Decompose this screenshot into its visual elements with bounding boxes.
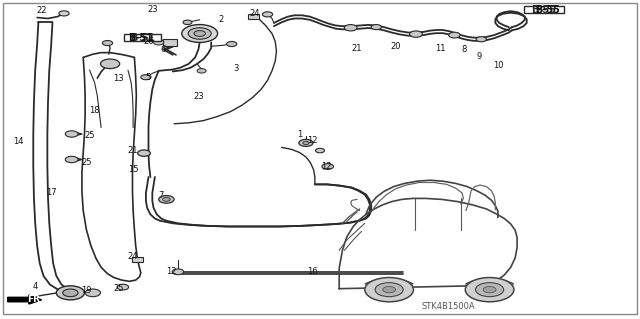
Circle shape [476,283,504,297]
Text: 25: 25 [113,284,124,293]
Circle shape [227,41,237,47]
Circle shape [65,156,78,163]
Circle shape [194,31,205,36]
Circle shape [65,131,78,137]
Polygon shape [8,295,42,304]
Text: B-51: B-51 [130,33,154,43]
Circle shape [344,25,357,31]
Text: 21: 21 [128,146,138,155]
Text: 20: 20 [390,42,401,51]
Circle shape [197,69,206,73]
Text: 6: 6 [161,45,166,54]
Circle shape [85,289,100,297]
FancyBboxPatch shape [3,3,637,314]
Text: 5: 5 [146,73,151,82]
FancyBboxPatch shape [524,6,564,13]
Circle shape [188,28,211,39]
Circle shape [154,40,164,45]
Circle shape [322,164,333,169]
Circle shape [59,11,69,16]
Text: B-51: B-51 [129,33,153,43]
Text: 12: 12 [321,162,332,171]
Circle shape [159,196,174,203]
Circle shape [303,141,309,145]
Circle shape [483,286,496,293]
Text: 7: 7 [159,191,164,200]
Circle shape [465,278,514,302]
FancyBboxPatch shape [124,34,161,41]
Text: B-55: B-55 [535,5,559,15]
Text: 24: 24 [128,252,138,261]
Circle shape [63,289,78,297]
Circle shape [371,25,381,30]
Circle shape [172,269,184,275]
Text: B-55: B-55 [532,4,556,15]
Circle shape [476,37,486,42]
Text: 10: 10 [493,61,503,70]
Text: 25: 25 [84,131,95,140]
Circle shape [102,41,113,46]
Text: 15: 15 [128,165,138,174]
FancyBboxPatch shape [163,39,177,46]
Text: 26: 26 [143,37,154,46]
Text: 12: 12 [166,267,177,276]
Circle shape [410,31,422,37]
Circle shape [449,32,460,38]
Text: 8: 8 [461,45,467,54]
Circle shape [383,286,396,293]
Circle shape [262,12,273,17]
Text: 3: 3 [233,64,238,73]
Text: 11: 11 [435,44,445,53]
Circle shape [117,284,129,290]
Circle shape [365,278,413,302]
Text: 23: 23 [193,92,204,101]
Circle shape [100,59,120,69]
Circle shape [299,139,313,146]
Text: 18: 18 [90,106,100,115]
Text: 21: 21 [352,44,362,53]
Text: 19: 19 [81,286,92,295]
Text: 24: 24 [250,9,260,18]
Text: 22: 22 [36,6,47,15]
Text: 16: 16 [307,267,317,276]
Circle shape [375,283,403,297]
Circle shape [183,20,192,25]
Circle shape [163,197,170,201]
Text: 9: 9 [476,52,481,61]
Text: 2: 2 [218,15,223,24]
Text: 12: 12 [307,137,317,145]
FancyBboxPatch shape [248,14,259,19]
Text: 13: 13 [113,74,124,83]
Circle shape [138,150,150,156]
Circle shape [56,286,84,300]
Text: 1: 1 [297,130,302,139]
Text: 23: 23 [147,5,157,14]
Text: 14: 14 [13,137,23,146]
Circle shape [141,75,151,80]
Circle shape [316,148,324,153]
Text: 25: 25 [81,158,92,167]
FancyBboxPatch shape [132,257,143,262]
Text: 4: 4 [33,282,38,291]
Text: STK4B1500A: STK4B1500A [421,302,475,311]
Text: FR.: FR. [27,295,44,304]
Circle shape [182,25,218,42]
Text: 17: 17 [46,189,56,197]
